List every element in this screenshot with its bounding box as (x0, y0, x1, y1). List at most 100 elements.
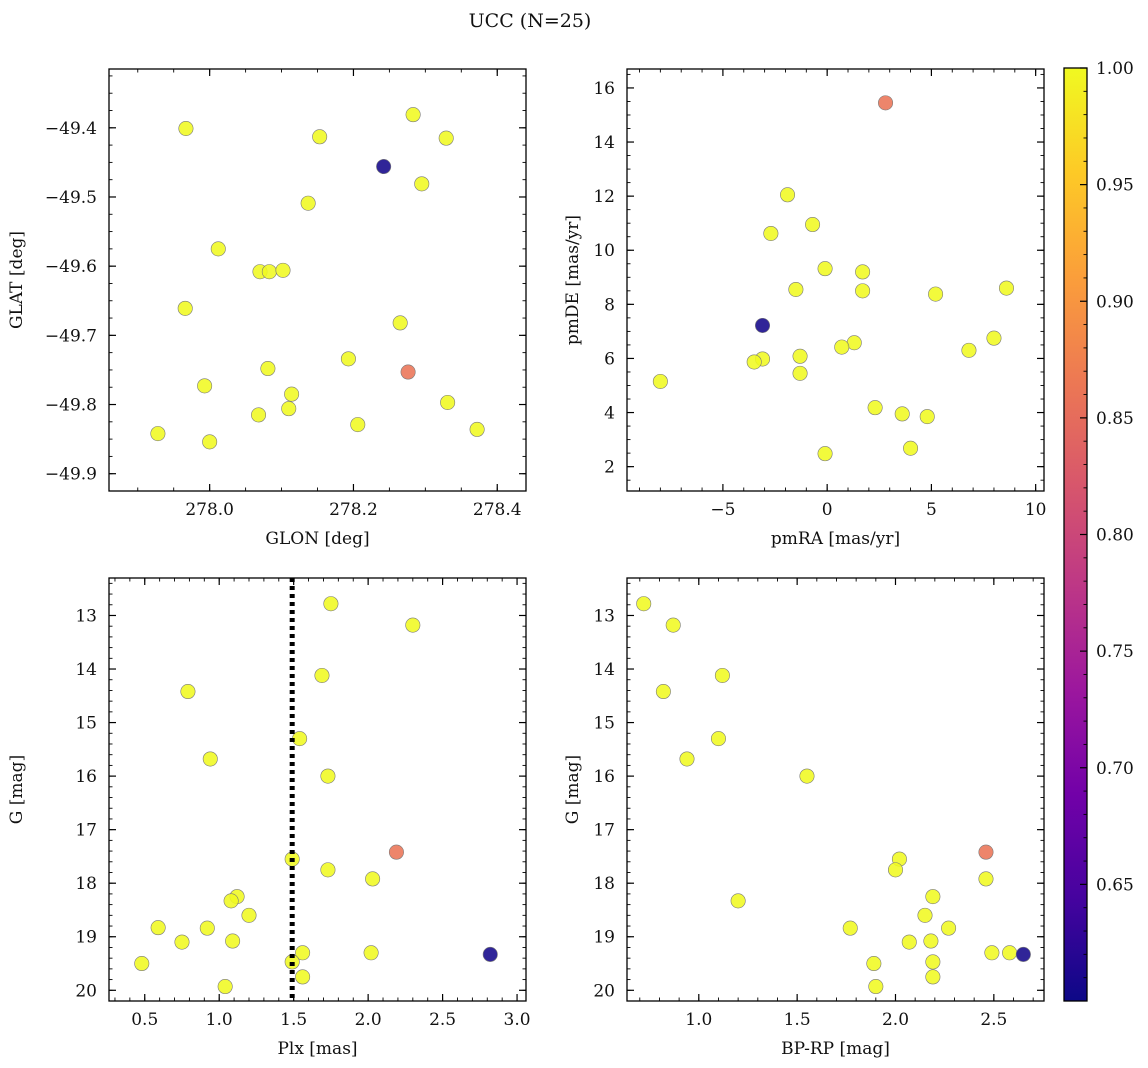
scatter-point (834, 339, 850, 355)
scatter-point (199, 920, 215, 936)
scatter-point (998, 280, 1014, 296)
scatter-point (746, 354, 762, 370)
scatter-point (917, 907, 933, 923)
colorbar-tick-label: 0.80 (1096, 526, 1134, 546)
scatter-point (919, 409, 935, 425)
y-tick-label: 17 (75, 821, 97, 841)
y-tick-label: 18 (75, 874, 97, 894)
axes-frame (108, 577, 527, 1002)
scatter-point (710, 731, 726, 747)
scatter-point (925, 889, 941, 905)
y-tick-label: 8 (604, 295, 615, 315)
scatter-point (780, 187, 796, 203)
x-axis-label: BP-RP [mag] (781, 1039, 890, 1059)
scatter-point (978, 871, 994, 887)
y-tick-label: 14 (593, 133, 615, 153)
scatter-point (134, 956, 150, 972)
scatter-point (414, 176, 430, 192)
colorbar-tick-label: 0.65 (1096, 875, 1134, 895)
y-tick-label: 14 (75, 660, 97, 680)
scatter-points (652, 95, 1014, 462)
scatter-point (363, 945, 379, 961)
scatter-point (376, 159, 392, 175)
scatter-point (197, 378, 213, 394)
colorbar-tick-label: 0.90 (1096, 292, 1134, 312)
scatter-point (984, 945, 1000, 961)
panel-glon_glat: 278.0 278.2 278.4 −49.4 −49.5 −49.6 −49.7 −49.8… (7, 68, 527, 549)
scatter-point (928, 286, 944, 302)
y-tick-label: −49.5 (45, 188, 97, 208)
scatter-point (792, 348, 808, 364)
scatter-point (1002, 945, 1018, 961)
scatter-point (202, 751, 218, 767)
x-tick-label: 1.5 (280, 1010, 307, 1030)
scatter-point (223, 893, 239, 909)
y-tick-label: 12 (593, 187, 615, 207)
minor-ticks (627, 578, 1044, 1002)
scatter-point (323, 596, 339, 612)
scatter-point (202, 434, 218, 450)
panel-cmd: 1.0 1.5 2.0 2.5 13 14 15 16 17 18 19 20 BP-RP [mag] G… (563, 577, 1045, 1059)
y-tick-label: 20 (75, 981, 97, 1001)
x-tick-label: 2.0 (882, 1010, 909, 1030)
scatter-point (365, 871, 381, 887)
y-tick-label: 17 (593, 821, 615, 841)
scatter-point (314, 667, 330, 683)
scatter-point (261, 264, 277, 280)
colorbar-tick-label: 0.95 (1096, 176, 1134, 196)
scatter-point (312, 129, 328, 145)
scatter-point (251, 407, 267, 423)
scatter-point (792, 365, 808, 381)
scatter-point (714, 667, 730, 683)
scatter-point (903, 440, 919, 456)
scatter-point (217, 979, 233, 995)
y-tick-label: 2 (604, 458, 615, 478)
scatter-point (730, 893, 746, 909)
y-axis-label: G [mag] (7, 755, 27, 824)
scatter-point (961, 342, 977, 358)
minor-ticks (627, 69, 1044, 491)
scatter-point (652, 373, 668, 389)
y-tick-label: 14 (593, 660, 615, 680)
y-tick-label: 20 (593, 981, 615, 1001)
scatter-point (340, 351, 356, 367)
scatter-point (855, 283, 871, 299)
scatter-point (788, 281, 804, 297)
scatter-point (177, 300, 193, 316)
y-tick-label: −49.9 (45, 465, 97, 485)
axes-frame (626, 577, 1045, 1002)
y-tick-label: 15 (75, 714, 97, 734)
x-tick-label: 0.5 (131, 1010, 158, 1030)
scatter-point (1015, 946, 1031, 962)
scatter-point (978, 844, 994, 860)
y-axis-label: GLAT [deg] (7, 231, 27, 329)
y-tick-label: 10 (593, 241, 615, 261)
scatter-point (275, 262, 291, 278)
scatter-point (855, 264, 871, 280)
scatter-point (868, 979, 884, 995)
x-axis-label: Plx [mas] (277, 1039, 357, 1059)
scatter-point (400, 364, 416, 380)
colorbar-tick-label: 0.85 (1096, 409, 1134, 429)
scatter-point (887, 862, 903, 878)
colorbar-tick-label: 1.00 (1096, 59, 1134, 79)
scatter-point (842, 920, 858, 936)
scatter-point (469, 421, 485, 437)
x-tick-label: 1.0 (685, 1010, 712, 1030)
panel-plx_g: 0.5 1.0 1.5 2.0 2.5 3.0 13 14 15 16 17 18 19 20 Plx [m… (7, 577, 531, 1059)
scatter-point (817, 446, 833, 462)
scatter-point (894, 406, 910, 422)
scatter-point (901, 934, 917, 950)
scatter-point (405, 107, 421, 123)
colorbar-tick-label: 0.70 (1096, 759, 1134, 779)
scatter-point (174, 934, 190, 950)
x-tick-label: 1.5 (784, 1010, 811, 1030)
scatter-point (241, 907, 257, 923)
x-tick-label: 278.0 (185, 500, 234, 520)
y-tick-label: 16 (593, 79, 615, 99)
scatter-point (925, 969, 941, 985)
y-axis-label: pmDE [mas/yr] (563, 215, 583, 345)
y-tick-label: 19 (75, 928, 97, 948)
scatter-point (405, 617, 421, 633)
